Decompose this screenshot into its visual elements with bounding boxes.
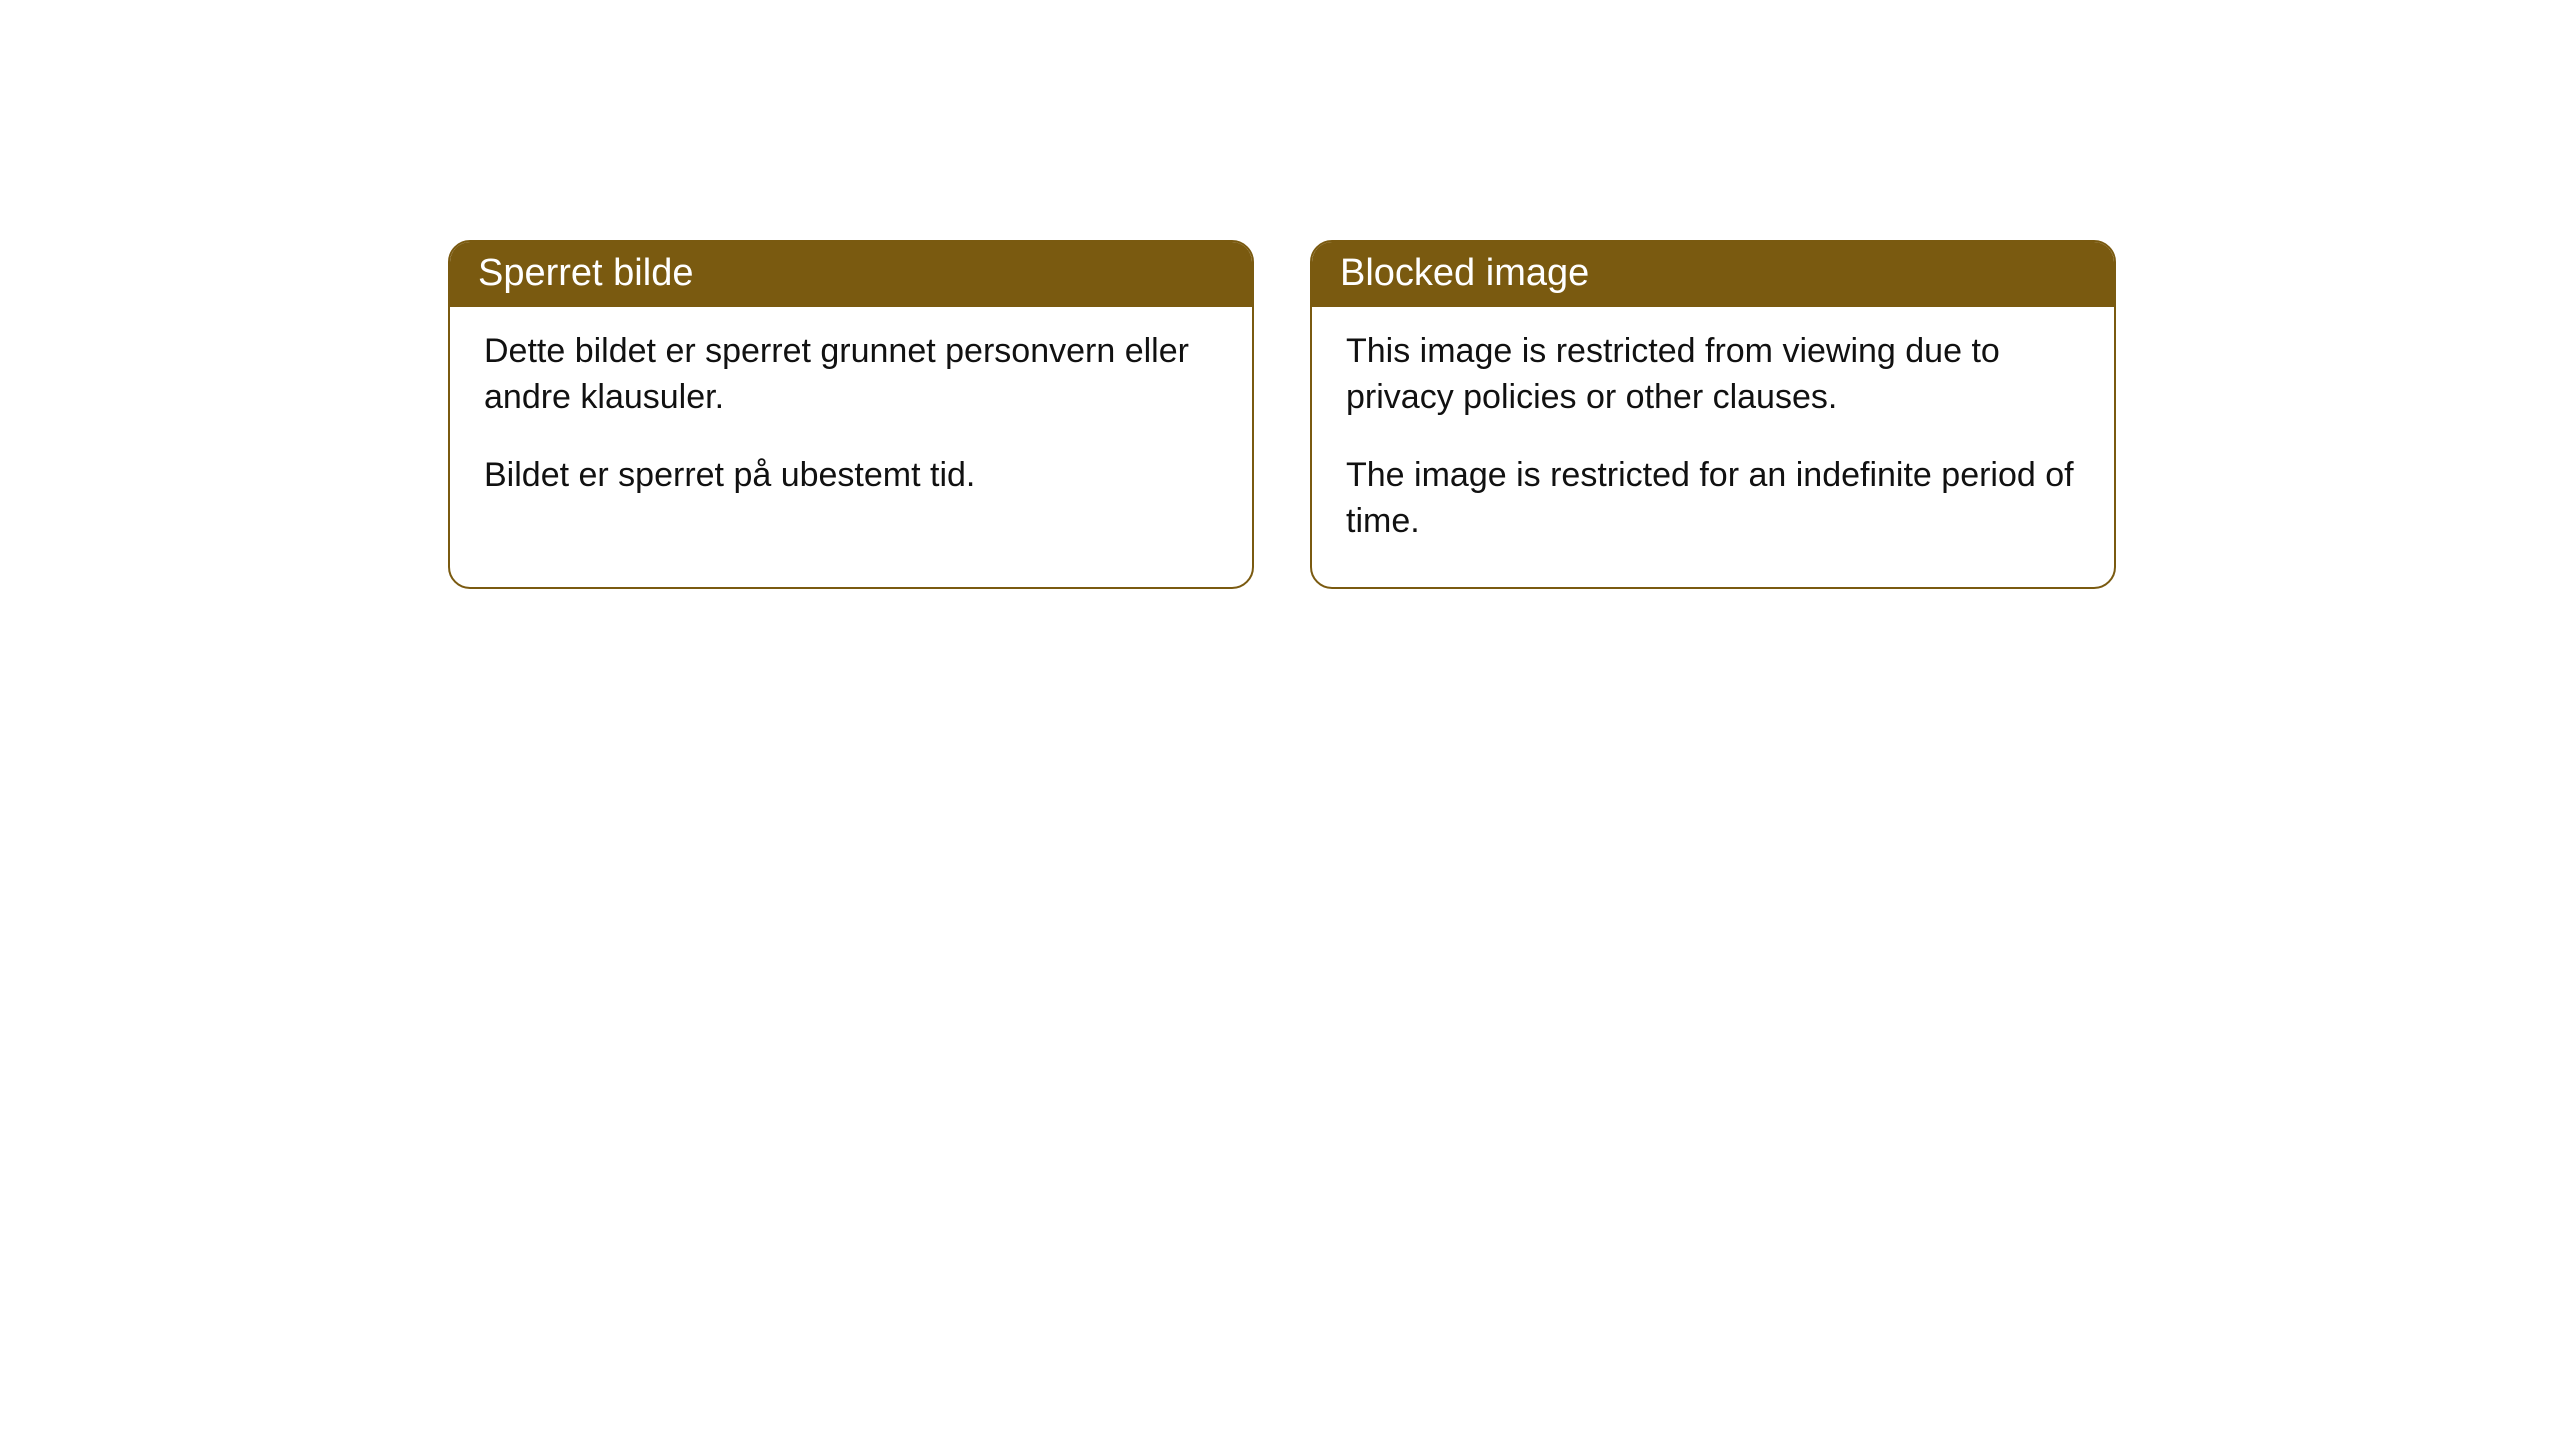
blocked-image-card-english: Blocked image This image is restricted f…: [1310, 240, 2116, 589]
card-body: This image is restricted from viewing du…: [1312, 307, 2114, 587]
card-paragraph: Bildet er sperret på ubestemt tid.: [484, 453, 1218, 499]
card-header: Sperret bilde: [450, 242, 1252, 307]
card-paragraph: Dette bildet er sperret grunnet personve…: [484, 329, 1218, 421]
blocked-image-card-norwegian: Sperret bilde Dette bildet er sperret gr…: [448, 240, 1254, 589]
card-paragraph: This image is restricted from viewing du…: [1346, 329, 2080, 421]
card-header: Blocked image: [1312, 242, 2114, 307]
notice-cards-container: Sperret bilde Dette bildet er sperret gr…: [448, 240, 2116, 589]
card-body: Dette bildet er sperret grunnet personve…: [450, 307, 1252, 541]
card-paragraph: The image is restricted for an indefinit…: [1346, 453, 2080, 545]
